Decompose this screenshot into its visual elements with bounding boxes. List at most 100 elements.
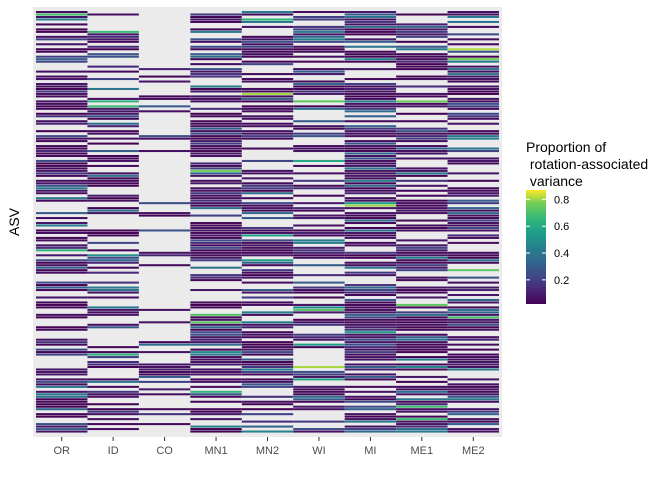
heatmap-cell bbox=[190, 393, 242, 396]
heatmap-cell bbox=[447, 115, 499, 118]
heatmap-cell bbox=[396, 356, 448, 359]
heatmap-cell bbox=[87, 117, 139, 120]
heatmap-cell bbox=[241, 45, 294, 48]
heatmap-cell bbox=[447, 301, 499, 304]
heatmap-cell bbox=[447, 428, 499, 431]
heatmap-cell bbox=[396, 286, 448, 289]
heatmap-cell bbox=[447, 236, 499, 239]
heatmap-cell bbox=[293, 281, 345, 284]
heatmap-cell bbox=[293, 159, 345, 162]
heatmap-cell bbox=[396, 189, 448, 192]
heatmap-cell bbox=[36, 261, 88, 264]
heatmap-cell bbox=[447, 162, 499, 165]
heatmap-cell bbox=[447, 224, 499, 227]
heatmap-cell bbox=[447, 430, 499, 433]
heatmap-cell bbox=[36, 254, 88, 257]
heatmap-cell bbox=[241, 217, 294, 220]
heatmap-cell bbox=[87, 229, 139, 232]
heatmap-cell bbox=[447, 55, 499, 58]
heatmap-cell bbox=[396, 336, 448, 339]
heatmap-cell bbox=[447, 393, 499, 396]
heatmap-cell bbox=[344, 182, 397, 185]
heatmap-cell bbox=[36, 398, 88, 401]
x-tick-label: ID bbox=[108, 445, 119, 457]
heatmap-cell bbox=[344, 261, 397, 264]
heatmap-cell bbox=[396, 380, 448, 383]
heatmap-cell bbox=[241, 251, 294, 254]
heatmap-cell bbox=[344, 38, 397, 41]
heatmap-cell bbox=[293, 249, 345, 252]
heatmap-cell bbox=[241, 380, 294, 383]
heatmap-cell bbox=[190, 338, 242, 341]
legend-colorbar bbox=[526, 190, 546, 304]
heatmap-cell bbox=[241, 137, 294, 140]
heatmap-cell bbox=[344, 241, 397, 244]
heatmap-cell bbox=[447, 105, 499, 108]
heatmap-cell bbox=[36, 341, 88, 344]
heatmap-cell bbox=[396, 358, 448, 361]
heatmap-cell bbox=[36, 187, 88, 190]
heatmap-cell bbox=[396, 212, 448, 215]
heatmap-cell bbox=[87, 182, 139, 185]
heatmap-cell bbox=[190, 321, 242, 324]
heatmap-cell bbox=[36, 380, 88, 383]
heatmap-cell bbox=[241, 358, 294, 361]
heatmap-cell bbox=[447, 261, 499, 264]
heatmap-cell bbox=[190, 368, 242, 371]
heatmap-cell bbox=[36, 87, 88, 90]
heatmap-cell bbox=[36, 137, 88, 140]
heatmap-cell bbox=[138, 95, 191, 98]
heatmap-cell bbox=[344, 197, 397, 200]
heatmap-cell bbox=[344, 286, 397, 289]
heatmap-cell bbox=[241, 303, 294, 306]
heatmap-cell bbox=[36, 122, 88, 125]
heatmap-cell bbox=[293, 60, 345, 63]
heatmap-cell bbox=[344, 169, 397, 172]
heatmap-cell bbox=[190, 48, 242, 51]
heatmap-cell bbox=[87, 184, 139, 187]
heatmap-cell bbox=[87, 154, 139, 158]
heatmap-cell bbox=[396, 45, 448, 48]
heatmap-cell bbox=[293, 323, 345, 326]
heatmap-cell bbox=[190, 15, 242, 18]
heatmap-cell bbox=[293, 85, 345, 88]
heatmap-cell bbox=[36, 271, 88, 274]
heatmap-cell bbox=[190, 107, 242, 110]
heatmap-cell bbox=[344, 217, 397, 220]
heatmap-cell bbox=[293, 405, 345, 408]
heatmap-cell bbox=[241, 246, 294, 249]
heatmap-cell bbox=[241, 244, 294, 247]
heatmap-cell bbox=[36, 425, 88, 428]
heatmap-cell bbox=[87, 353, 139, 356]
heatmap-cell bbox=[344, 336, 397, 339]
heatmap-cell bbox=[190, 95, 242, 98]
heatmap-cell bbox=[241, 50, 294, 53]
heatmap-cell bbox=[87, 423, 139, 426]
heatmap-cell bbox=[190, 316, 242, 319]
heatmap-cell bbox=[241, 159, 294, 162]
heatmap-cell bbox=[344, 420, 397, 423]
heatmap-cell bbox=[87, 142, 139, 145]
heatmap-cell bbox=[447, 276, 499, 279]
heatmap-cell bbox=[293, 343, 345, 346]
heatmap-cell bbox=[447, 418, 499, 421]
heatmap-cell bbox=[396, 264, 448, 267]
heatmap-cell bbox=[36, 373, 88, 376]
heatmap-cell bbox=[396, 400, 448, 403]
heatmap-cell bbox=[447, 112, 499, 115]
legend-tick-label: 0.6 bbox=[554, 221, 569, 233]
heatmap-cell bbox=[447, 100, 499, 103]
heatmap-cell bbox=[36, 135, 88, 138]
heatmap-cell bbox=[190, 418, 242, 421]
heatmap-cell bbox=[396, 147, 448, 150]
heatmap-cell bbox=[36, 400, 88, 403]
heatmap-cell bbox=[87, 351, 139, 354]
heatmap-cell bbox=[190, 331, 242, 334]
heatmap-cell bbox=[396, 145, 448, 148]
heatmap-cell bbox=[447, 298, 499, 301]
heatmap-cell bbox=[447, 308, 499, 311]
heatmap-cell bbox=[87, 393, 139, 396]
heatmap-cell bbox=[36, 266, 88, 269]
heatmap-cell bbox=[396, 276, 448, 279]
